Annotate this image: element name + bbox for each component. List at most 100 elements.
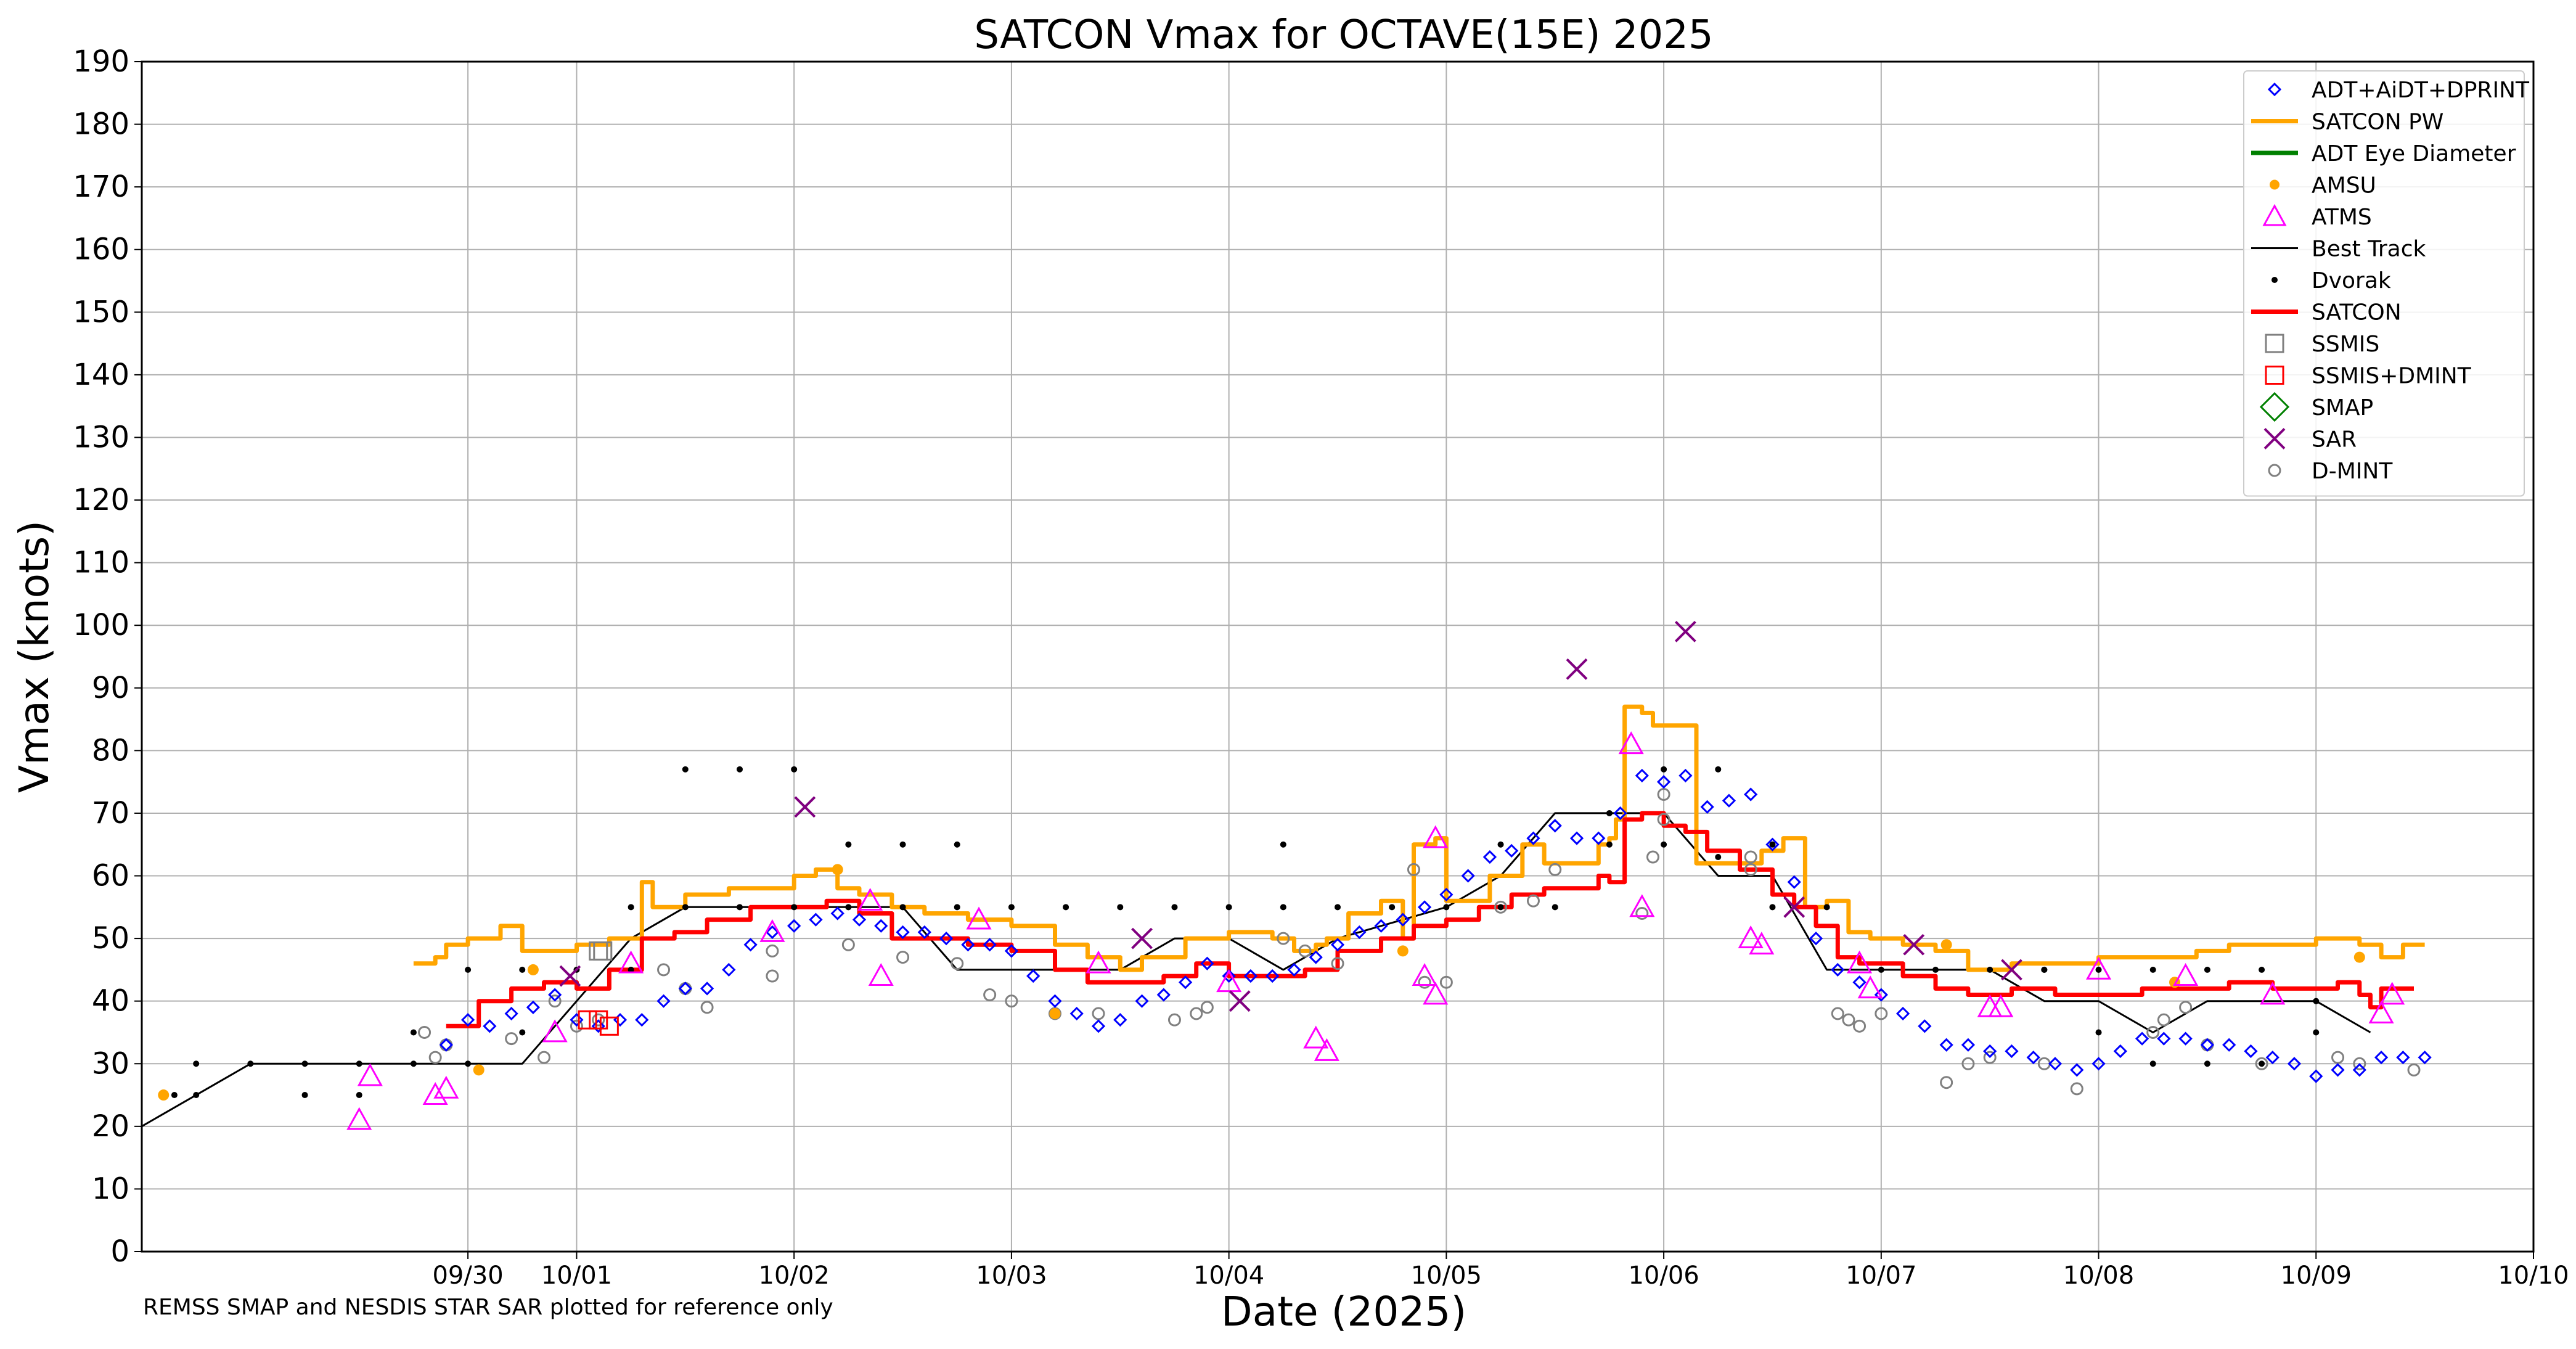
sar-point [794, 796, 816, 818]
sar-point [1131, 927, 1153, 949]
adt-point [1482, 850, 1497, 864]
legend-label-adt: ADT+AiDT+DPRINT [2312, 78, 2530, 103]
dmint-point [1744, 863, 1757, 876]
atms-point [1846, 950, 1873, 974]
atms-point [1749, 932, 1775, 955]
y-tick-label: 180 [73, 107, 129, 142]
adt-point [504, 1006, 518, 1021]
atms-point [542, 1019, 568, 1043]
adt-point [635, 1013, 649, 1027]
dvorak-point [1715, 766, 1722, 773]
dmint-point [2331, 1051, 2345, 1064]
dmint-point [2407, 1063, 2421, 1076]
adt-point [1222, 969, 1236, 983]
adt-point [1700, 800, 1714, 814]
dvorak-point [1389, 904, 1396, 911]
adt-point [1787, 875, 1801, 889]
adt-point [2048, 1057, 2063, 1071]
dvorak-point [899, 841, 906, 848]
adt-point [852, 912, 867, 927]
dvorak-point [1878, 966, 1884, 973]
dvorak-point [1987, 966, 1993, 973]
dmint-point [1494, 900, 1508, 914]
adt-point [874, 919, 888, 933]
atms-point [1629, 894, 1655, 917]
adt-point [1135, 994, 1149, 1008]
dmint-point [1548, 863, 1562, 876]
atms-point [1857, 975, 1883, 999]
y-tick-label: 0 [110, 1234, 129, 1269]
adt-point [1918, 1019, 1932, 1033]
adt-point [917, 925, 931, 940]
dmint-point [428, 1051, 442, 1064]
adt-point [1461, 869, 1475, 883]
adt-point [1613, 806, 1627, 821]
dvorak-point [682, 766, 689, 773]
dvorak-point [1008, 904, 1015, 911]
dmint-point [1005, 994, 1018, 1008]
y-axis-label: Vmax (knots) [10, 520, 58, 793]
dmint-point [1439, 975, 1453, 989]
ssmis-dmint-points [578, 1010, 619, 1036]
dmint-point [1167, 1013, 1181, 1027]
atms-point [1738, 925, 1764, 949]
atms-point [1314, 1038, 1339, 1061]
dmint-point [1092, 1007, 1105, 1020]
legend-label-amsu: AMSU [2312, 173, 2376, 199]
dvorak-point [410, 1029, 417, 1036]
adt-point [526, 1000, 541, 1014]
y-tick-label: 120 [73, 483, 129, 517]
ssmis-points [589, 941, 613, 961]
atms-point [346, 1107, 372, 1130]
legend-swatch-smap [2259, 392, 2290, 422]
x-tick-label: 09/30 [432, 1261, 503, 1290]
sar-point [1783, 896, 1805, 918]
adt-point [2200, 1038, 2215, 1052]
atms-point [433, 1075, 459, 1099]
adt-point [1809, 931, 1823, 946]
dvorak-point [193, 1060, 200, 1067]
dvorak-point [2259, 966, 2265, 973]
atms-point [357, 1063, 383, 1086]
adt-point [1004, 944, 1019, 958]
dmint-point [1418, 975, 1431, 989]
adt-point [2135, 1031, 2149, 1046]
x-tick-label: 10/02 [759, 1261, 830, 1290]
sar-point [1903, 933, 1925, 956]
dvorak-point [2313, 1029, 2320, 1036]
y-tick-label: 50 [92, 921, 129, 956]
dvorak-point [845, 841, 852, 848]
amsu-point [2353, 951, 2365, 963]
dmint-point [1646, 850, 1659, 864]
dvorak-point [1280, 841, 1286, 848]
dvorak-point [193, 1092, 200, 1099]
adt-point [591, 1019, 605, 1033]
adt-point [961, 938, 975, 952]
adt-point [2005, 1044, 2019, 1059]
y-tick-label: 70 [92, 796, 129, 830]
x-tick-label: 10/03 [976, 1261, 1047, 1290]
dmint-point [1831, 1007, 1844, 1020]
atms-point [966, 906, 992, 930]
adt-point [1569, 831, 1584, 845]
dvorak-point [2095, 1029, 2102, 1036]
adt-point [1656, 775, 1671, 789]
legend-label-atms: ATMS [2312, 205, 2372, 230]
dvorak-point [1063, 904, 1069, 911]
atms-point [1412, 962, 1437, 986]
amsu-point [527, 964, 539, 975]
dvorak-point [2204, 1060, 2210, 1067]
legend-label-ssmis_dmint: SSMIS+DMINT [2312, 364, 2472, 389]
adt-point [1374, 919, 1388, 933]
adt-point [1417, 900, 1432, 914]
adt-point [1939, 1038, 1953, 1052]
dvorak-point [954, 841, 960, 848]
sar-point [1566, 658, 1588, 680]
dvorak-points [171, 766, 2320, 1099]
dvorak-point [1823, 904, 1830, 911]
x-tick-label: 10/08 [2063, 1261, 2134, 1290]
dvorak-point [465, 1060, 472, 1067]
adt-point [1592, 831, 1606, 845]
adt-point [2178, 1031, 2193, 1046]
dmint-point [505, 1032, 518, 1046]
